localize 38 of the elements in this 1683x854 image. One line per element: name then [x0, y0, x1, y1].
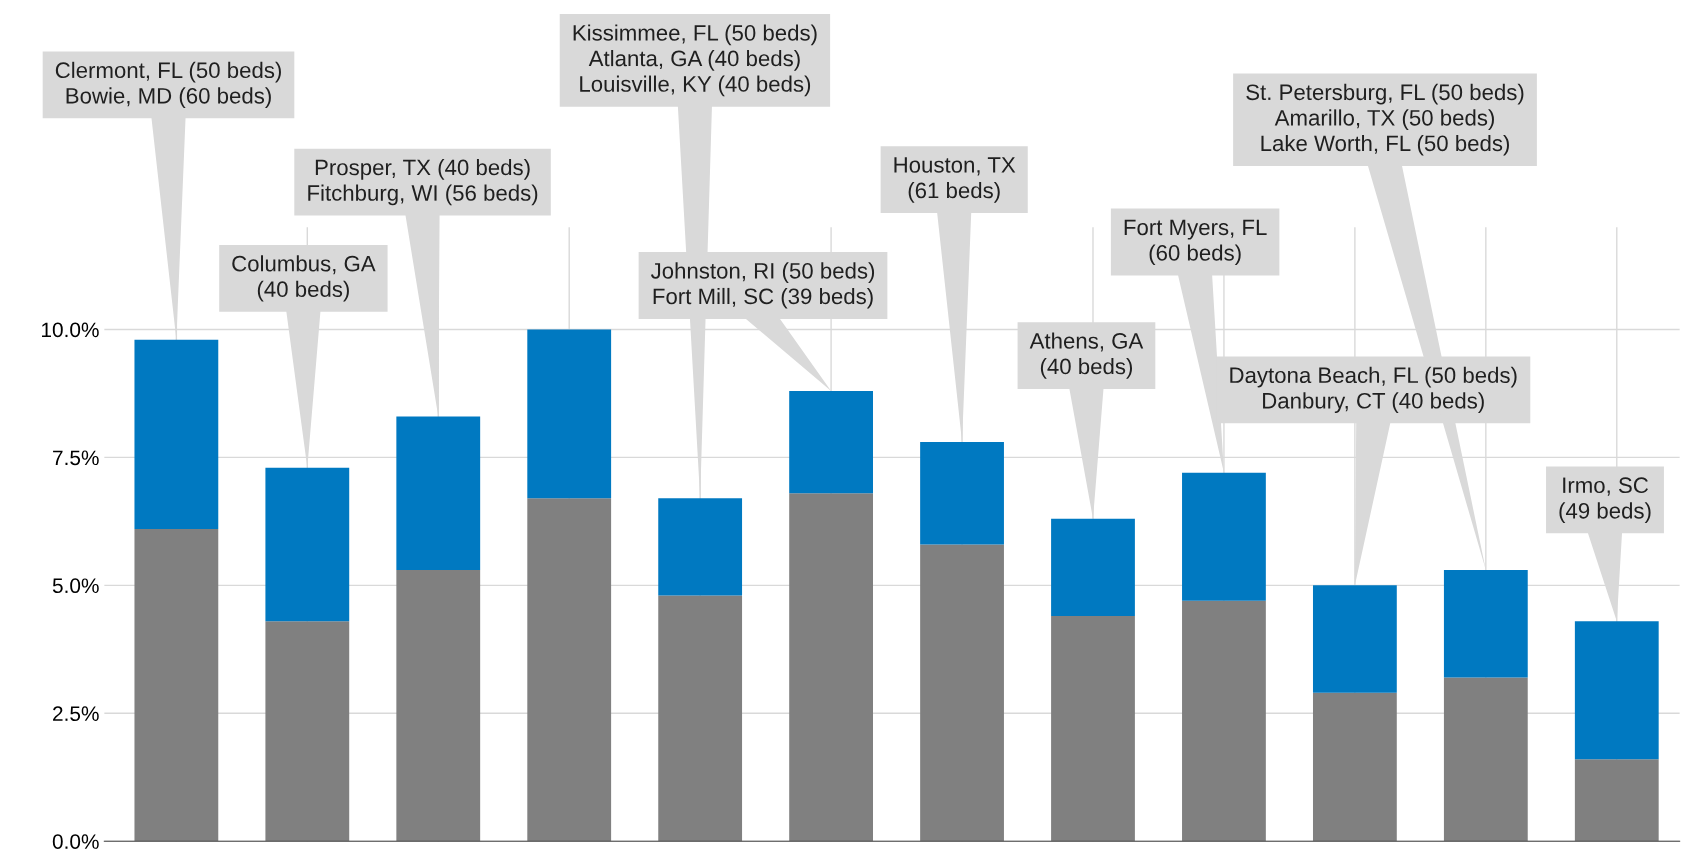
annotation: Johnston, RI (50 beds) Fort Mill, SC (39 beds) [650, 262, 875, 309]
bar [789, 493, 873, 842]
y-tick-label: 2.5% [53, 706, 99, 722]
bar [1312, 692, 1397, 842]
text: St. Petersburg, FL (50 beds) Amarillo, TX (50 beds) Lake Worth, FL (50 beds) [1246, 83, 1524, 156]
bar [920, 442, 1004, 545]
bar [1182, 472, 1266, 601]
annotation: Irmo, SC (49 beds) [1559, 477, 1651, 524]
bar [1051, 518, 1135, 617]
bar [1574, 759, 1659, 842]
bar [658, 595, 743, 842]
text: Clermont, FL (50 beds) Bowie, MD (60 beds) [55, 61, 281, 109]
bar [1443, 570, 1528, 678]
annotation: Fort Myers, FL (60 beds) [1124, 219, 1267, 266]
annotation: Daytona Beach, FL (50 beds) Danbury, CT (40 beds) [1230, 366, 1517, 414]
text: Kissimmee, FL (50 beds) Atlanta, GA (40 beds) Louisville, KY (40 beds) [573, 24, 817, 97]
bar [396, 416, 481, 570]
bar [527, 498, 612, 842]
y-tick-label: 0.0% [52, 834, 99, 849]
bar [1182, 600, 1266, 842]
bar [658, 498, 743, 596]
y-tick-label: 7.5% [53, 450, 99, 466]
annotation: Columbus, GA (40 beds) [232, 255, 376, 302]
bar [265, 621, 350, 842]
bar [527, 329, 612, 499]
bar [396, 570, 481, 842]
annotation: Athens, GA (40 beds) [1029, 332, 1144, 379]
text: Houston, TX (61 beds) [894, 157, 1016, 203]
bar [920, 544, 1004, 842]
bar [1051, 616, 1135, 842]
bar [134, 529, 219, 842]
bar [1443, 677, 1528, 842]
y-tick-label: 5.0% [52, 578, 99, 594]
y-tick-label: 10.0% [42, 322, 99, 338]
bar [265, 467, 350, 622]
bar [1574, 621, 1659, 760]
text: Prosper, TX (40 beds) Fitchburg, WI (56 beds) [308, 159, 538, 206]
bar [1312, 585, 1397, 693]
